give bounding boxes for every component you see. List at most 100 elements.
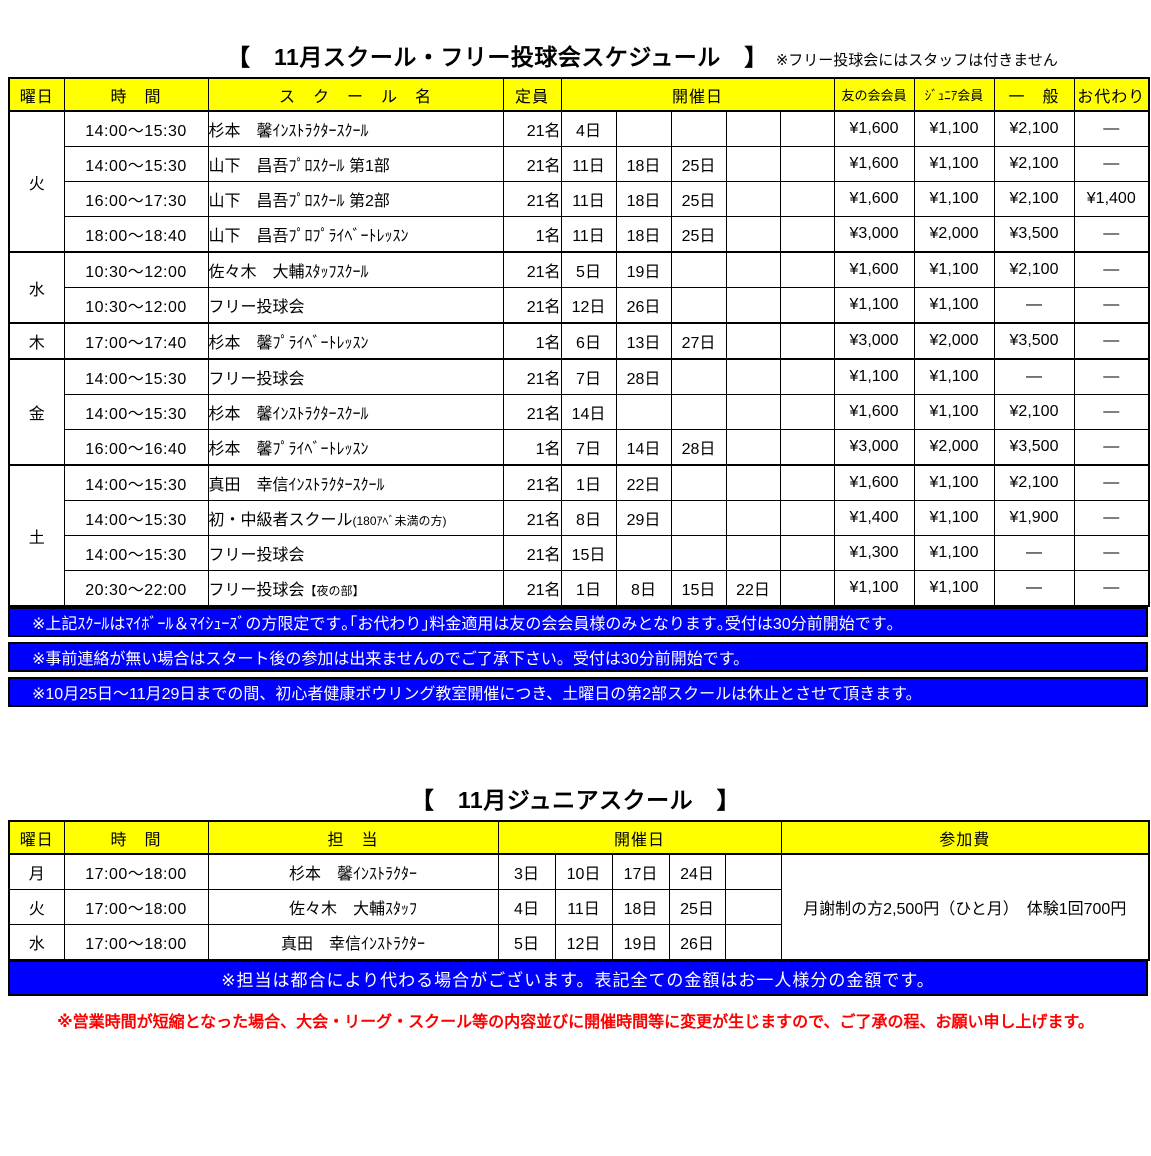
date-cell [779,358,835,395]
time-cell: 14:00～15:30 [63,464,209,501]
member-price-cell: ¥3,000 [833,429,915,466]
school-name-note: 【夜の部】 [304,584,365,598]
schedule-row: 14:00～15:30 初・中級者スクール(180ｱﾍﾞ未満の方) 21名 8日 29日… [9,500,1150,536]
capacity-cell: 1名 [502,429,562,466]
general-price-cell: ¥3,500 [993,322,1075,360]
col-header-staff: 担 当 [207,820,499,855]
date-cell [725,146,781,182]
date-cell [670,500,727,536]
date-cell [670,110,727,147]
member-price-cell: ¥1,100 [833,570,915,607]
date-cell [725,322,781,360]
col-header-junior: ｼﾞｭﾆｱ会員 [913,77,995,112]
school-schedule-table: 曜日 時 間 ス ク ー ル 名 定員 開催日 友の会会員 ｼﾞｭﾆｱ会員 一 … [8,77,1150,607]
schedule-title-row: 【 11月スクール・フリー投球会スケジュール 】 ※フリー投球会にはスタッフは付… [0,38,1151,72]
col-header-general: 一 般 [993,77,1075,112]
date-cell: 12日 [554,924,613,961]
school-name-cell: フリー投球会 [207,358,504,395]
time-cell: 18:00～18:40 [63,216,209,253]
date-cell: 1日 [560,464,617,501]
time-cell: 17:00～18:00 [63,924,209,961]
time-cell: 20:30～22:00 [63,570,209,607]
capacity-cell: 21名 [502,287,562,324]
school-name-cell: フリー投球会 [207,287,504,324]
general-price-cell: ¥3,500 [993,216,1075,253]
date-cell: 14日 [560,394,617,430]
date-cell: 8日 [560,500,617,536]
junior-school-table: 曜日 時 間 担 当 開催日 参加費 月 17:00～18:00 杉本 馨ｲﾝｽﾄﾗ… [8,820,1150,961]
date-cell: 10日 [554,853,613,890]
okawari-price-cell: — [1073,146,1150,182]
date-cell: 25日 [670,146,727,182]
schedule-header-row: 曜日 時 間 ス ク ー ル 名 定員 開催日 友の会会員 ｼﾞｭﾆｱ会員 一 … [8,77,1150,112]
date-cell: 7日 [560,358,617,395]
schedule-row: 金 14:00～15:30 フリー投球会 21名 7日 28日 ¥1,100 ¥1,100— — [8,358,1150,466]
date-cell: 18日 [615,181,672,217]
col-header-okawari: お代わり [1073,77,1150,112]
date-cell: 11日 [560,216,617,253]
capacity-cell: 21名 [502,110,562,147]
okawari-price-cell: — [1073,535,1150,571]
schedule-row: 10:30～12:00 フリー投球会 21名 12日 26日 ¥1,100 ¥1,100— — [9,287,1150,324]
capacity-cell: 21名 [502,146,562,182]
col-header-day: 曜日 [8,77,65,112]
general-price-cell: — [993,570,1075,607]
date-cell [779,216,835,253]
junior-title: 【 11月ジュニアスクール 】 [410,787,741,813]
junior-price-cell: ¥1,100 [913,146,995,182]
date-cell: 25日 [668,889,726,925]
date-cell [724,853,782,890]
date-cell: 15日 [670,570,727,607]
date-cell: 28日 [615,358,672,395]
date-cell [615,535,672,571]
school-name-note: (180ｱﾍﾞ未満の方) [352,514,447,528]
date-cell: 19日 [615,251,672,288]
school-name-cell: 杉本 馨ｲﾝｽﾄﾗｸﾀｰｽｸｰﾙ [207,394,504,430]
capacity-cell: 21名 [502,570,562,607]
okawari-price-cell: — [1073,322,1150,360]
school-name-cell: フリー投球会【夜の部】 [207,570,504,607]
date-cell: 11日 [554,889,613,925]
member-price-cell: ¥3,000 [833,216,915,253]
date-cell: 6日 [560,322,617,360]
date-cell [779,322,835,360]
junior-price-cell: ¥1,100 [913,181,995,217]
date-cell: 11日 [560,181,617,217]
time-cell: 16:00～16:40 [63,429,209,466]
capacity-cell: 21名 [502,251,562,288]
date-cell: 5日 [560,251,617,288]
date-cell [725,287,781,324]
col-header-time: 時 間 [63,77,209,112]
date-cell: 22日 [725,570,781,607]
date-cell: 26日 [668,924,726,961]
schedule-row: 18:00～18:40 山下 昌吾ﾌﾟﾛﾌﾟﾗｲﾍﾞｰﾄﾚｯｽﾝ 1名 11日 18日 2… [9,216,1150,253]
capacity-cell: 21名 [502,181,562,217]
general-price-cell: — [993,287,1075,324]
date-cell: 15日 [560,535,617,571]
date-cell [779,464,835,501]
schedule-row: 16:00～17:30 山下 昌吾ﾌﾟﾛｽｸｰﾙ 第2部 21名 11日 18日 25日 ¥… [9,181,1150,217]
general-price-cell: ¥2,100 [993,394,1075,430]
school-name-cell: 杉本 馨ｲﾝｽﾄﾗｸﾀｰｽｸｰﾙ [207,110,504,147]
time-cell: 16:00～17:30 [63,181,209,217]
school-name-cell: 山下 昌吾ﾌﾟﾛｽｸｰﾙ 第2部 [207,181,504,217]
date-cell: 29日 [615,500,672,536]
date-cell [724,889,782,925]
school-name-cell: 山下 昌吾ﾌﾟﾛﾌﾟﾗｲﾍﾞｰﾄﾚｯｽﾝ [207,216,504,253]
date-cell: 5日 [497,924,556,961]
staff-name-cell: 真田 幸信ｲﾝｽﾄﾗｸﾀｰ [207,924,499,961]
date-cell [725,464,781,501]
date-cell: 14日 [615,429,672,466]
date-cell [779,110,835,147]
school-name-cell: 真田 幸信ｲﾝｽﾄﾗｸﾀｰｽｸｰﾙ [207,464,504,501]
time-cell: 10:30～12:00 [63,287,209,324]
okawari-price-cell: — [1073,429,1150,466]
date-cell [779,181,835,217]
date-cell: 22日 [615,464,672,501]
date-cell: 7日 [560,429,617,466]
date-cell: 4日 [497,889,556,925]
member-price-cell: ¥1,400 [833,500,915,536]
date-cell: 3日 [497,853,556,890]
date-cell [725,358,781,395]
date-cell: 11日 [560,146,617,182]
